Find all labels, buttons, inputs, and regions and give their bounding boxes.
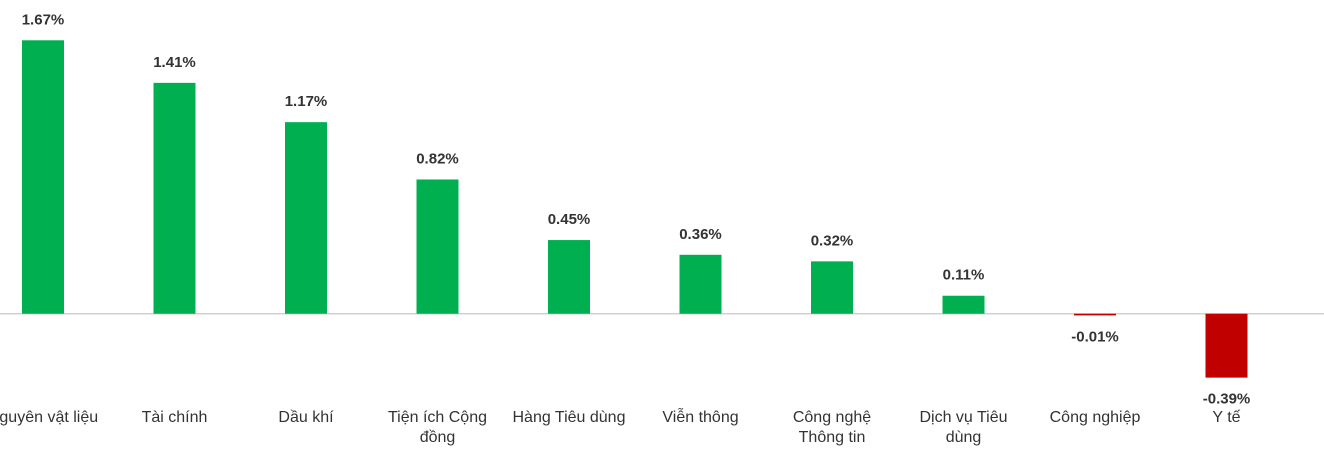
x-tick-label: Hàng Tiêu dùng [512, 409, 626, 426]
x-tick-label: Dịch vụ Tiêu dùng [919, 409, 1008, 446]
x-tick-label: Dầu khí [278, 409, 334, 426]
value-label: -0.39% [1203, 391, 1251, 408]
value-label: 1.67% [22, 11, 65, 28]
x-tick-label: Công nghiệp [1049, 409, 1141, 426]
value-label: 0.36% [679, 226, 722, 243]
value-label: 0.82% [416, 150, 459, 167]
x-tick-label: Nguyên vật liệu [0, 409, 99, 426]
bar [285, 122, 327, 314]
bar [1074, 313, 1116, 316]
value-label: -0.01% [1071, 328, 1119, 345]
x-tick-label: Viễn thông [662, 409, 739, 426]
x-tick-label: Tài chính [141, 409, 208, 426]
x-tick-label: Tiện ích Cộng đồng [387, 409, 487, 446]
bar [22, 40, 64, 314]
bar [679, 254, 722, 314]
bar [811, 261, 853, 314]
bar [153, 82, 196, 314]
x-tick-label: Y tế [1212, 409, 1241, 426]
bar [1205, 313, 1248, 378]
value-label: 1.17% [285, 93, 328, 110]
value-label: 0.32% [811, 232, 854, 249]
bar [548, 240, 590, 314]
x-tick-label: Công nghệ Thông tin [792, 409, 872, 446]
value-label: 1.41% [153, 54, 196, 71]
value-label: 0.45% [548, 211, 591, 228]
bar [416, 179, 459, 314]
value-label: 0.11% [943, 267, 985, 284]
bar [942, 295, 985, 314]
